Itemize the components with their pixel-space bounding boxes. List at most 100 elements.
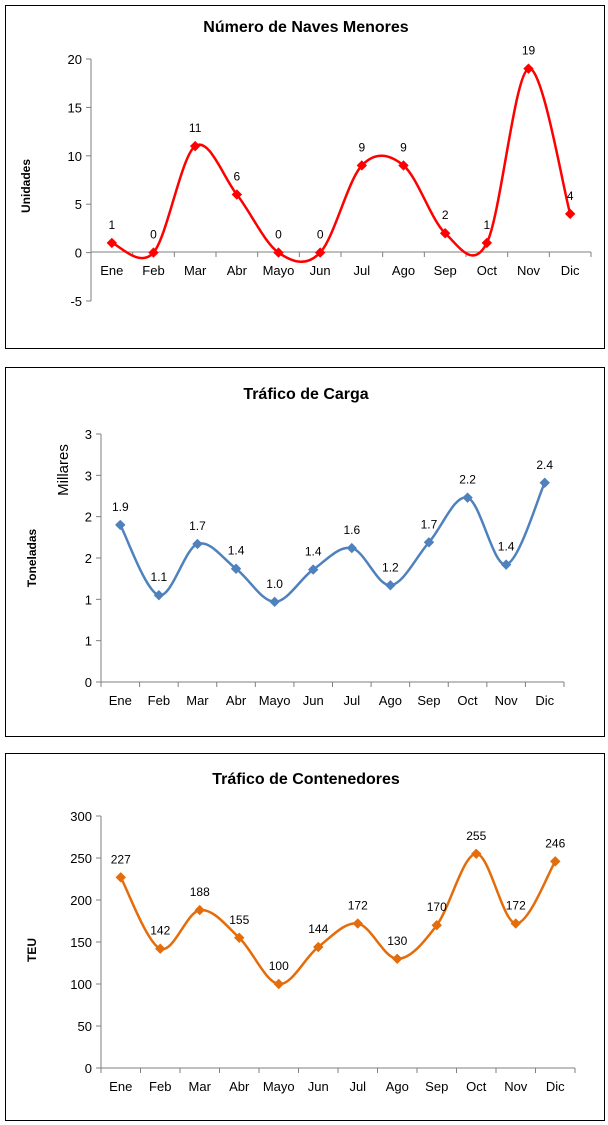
x-tick-label: Dic — [561, 263, 580, 278]
data-label: 11 — [189, 121, 202, 135]
x-tick-label: Mar — [189, 1079, 212, 1094]
y-tick-label: 5 — [75, 197, 82, 212]
data-point-marker — [314, 247, 326, 258]
x-tick-label: Sep — [425, 1079, 448, 1094]
data-label: 227 — [111, 852, 131, 866]
y-tick-label: 0 — [75, 246, 82, 261]
chart-trafico-carga: Tráfico de Carga Toneladas Millares 0 1 1 2 2 3 3… — [25, 386, 565, 708]
x-tick-label: Ene — [109, 1079, 132, 1094]
series-line — [111, 67, 572, 263]
data-point-marker — [194, 904, 205, 916]
data-point-marker — [462, 492, 473, 503]
data-point-marker — [385, 580, 396, 591]
y-axis-label: Unidades — [19, 159, 33, 213]
x-tick-label: Nov — [517, 263, 541, 278]
chart-panel-carga: Tráfico de Carga Toneladas Millares 0 1 1 2 2 3 3… — [5, 367, 605, 737]
data-label: 155 — [229, 913, 249, 927]
chart-panel-contenedores: Tráfico de Contenedores TEU 0 50 100 150 200 25… — [5, 753, 605, 1121]
x-tick-label: Ene — [100, 263, 123, 278]
data-label: 1.4 — [228, 544, 245, 558]
data-point-marker — [398, 160, 409, 171]
x-tick-label: Feb — [142, 263, 164, 278]
y-tick-label: 3 — [85, 427, 92, 442]
x-tick-label: Jun — [308, 1079, 329, 1094]
data-point-marker — [148, 247, 159, 258]
data-point-marker — [230, 563, 242, 574]
chart-title: Número de Naves Menores — [203, 19, 409, 36]
x-tick-label: Feb — [148, 693, 170, 708]
data-point-marker — [273, 247, 284, 258]
data-label: 0 — [317, 228, 324, 242]
data-label: 170 — [427, 900, 447, 914]
x-tick-label: Jul — [349, 1079, 366, 1094]
y-tick-label: 2 — [85, 510, 92, 525]
y-axis-units-label: Millares — [55, 444, 72, 496]
y-tick-label: 3 — [85, 468, 92, 483]
x-tick-label: Abr — [227, 263, 248, 278]
data-point-marker — [115, 519, 126, 531]
data-label: 1.1 — [151, 570, 168, 584]
data-point-marker — [564, 208, 576, 220]
y-axis-label: TEU — [25, 938, 39, 962]
data-point-marker — [539, 477, 550, 488]
data-label: 9 — [400, 140, 407, 154]
x-tick-label: Nov — [495, 693, 519, 708]
y-tick-label: 0 — [85, 1061, 92, 1076]
data-point-marker — [550, 856, 561, 867]
chart-naves-menores: Número de Naves MenoresUnidades-50510152… — [19, 19, 592, 309]
y-tick-label: 250 — [70, 851, 92, 866]
data-point-marker — [439, 228, 451, 239]
x-tick-label: Sep — [434, 263, 457, 278]
data-label: 246 — [545, 836, 565, 850]
x-tick-label: Ago — [379, 693, 402, 708]
data-point-marker — [352, 918, 363, 929]
y-tick-label: 300 — [70, 809, 92, 824]
x-tick-label: Jun — [310, 263, 331, 278]
data-label: 100 — [269, 959, 289, 973]
x-tick-label: Feb — [149, 1079, 171, 1094]
data-point-marker — [273, 978, 284, 990]
data-point-marker — [356, 160, 368, 171]
data-label: 142 — [150, 924, 170, 938]
data-label: 2.2 — [459, 473, 476, 487]
data-label: 1.4 — [305, 545, 322, 559]
y-tick-label: -5 — [70, 294, 82, 309]
y-tick-label: 15 — [68, 100, 82, 115]
data-label: 19 — [522, 44, 536, 58]
y-tick-label: 50 — [78, 1019, 92, 1034]
x-tick-label: Abr — [226, 693, 247, 708]
data-label: 1.9 — [112, 500, 129, 514]
data-label: 1.4 — [498, 540, 515, 554]
data-label: 0 — [150, 228, 157, 242]
x-tick-label: Mayo — [263, 1079, 295, 1094]
data-point-marker — [153, 589, 165, 601]
x-tick-label: Jun — [303, 693, 324, 708]
data-label: 2 — [442, 208, 449, 222]
x-tick-label: Mar — [184, 263, 207, 278]
x-tick-label: Mayo — [259, 693, 291, 708]
data-label: 130 — [387, 934, 407, 948]
chart-title: Tráfico de Contenedores — [212, 771, 400, 788]
data-point-marker — [346, 542, 357, 554]
y-tick-label: 1 — [85, 592, 92, 607]
chart-title: Tráfico de Carga — [243, 386, 368, 403]
data-label: 144 — [308, 922, 328, 936]
series-line — [119, 852, 557, 986]
x-tick-label: Oct — [466, 1079, 487, 1094]
data-point-marker — [106, 237, 118, 249]
data-label: 172 — [348, 899, 368, 913]
data-point-marker — [500, 559, 512, 570]
data-label: 255 — [466, 829, 486, 843]
data-label: 1.2 — [382, 560, 399, 574]
data-point-marker — [313, 941, 324, 953]
data-label: 1.7 — [421, 517, 438, 531]
chart-panel-naves: Número de Naves Menores Unidades -5 0 5 10 15 2… — [5, 5, 605, 349]
y-tick-label: 0 — [85, 675, 92, 690]
chart-trafico-contenedores: Tráfico de Contenedores TEU 0 50 100 150 200 25… — [25, 771, 576, 1094]
data-label: 4 — [567, 189, 574, 203]
x-tick-label: Abr — [229, 1079, 250, 1094]
data-label: 6 — [233, 170, 240, 184]
data-label: 1.6 — [343, 523, 360, 537]
data-label: 1.7 — [189, 519, 206, 533]
data-point-marker — [392, 953, 403, 965]
